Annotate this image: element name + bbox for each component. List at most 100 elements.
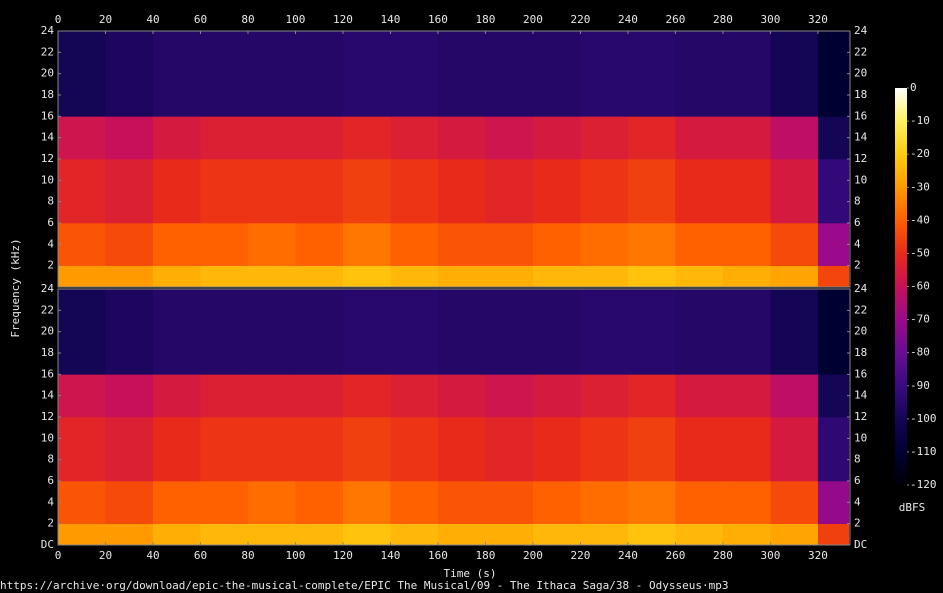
spectrogram-cell	[390, 223, 439, 266]
spectrogram-cell	[532, 417, 581, 482]
colorbar-tick-label: -20	[910, 147, 930, 160]
spectrogram-cell	[817, 159, 850, 224]
spectrogram-cell	[247, 31, 296, 117]
spectrogram-cell	[627, 31, 676, 117]
spectrogram-cell	[247, 481, 296, 524]
spectrogram-cell	[722, 116, 771, 160]
x-tick-label: 260	[666, 549, 686, 562]
spectrogram-cell	[817, 523, 850, 546]
spectrogram-cell	[58, 417, 106, 482]
spectrogram-cell	[532, 223, 581, 266]
spectrogram-cell	[58, 374, 106, 418]
spectrogram-cell	[627, 159, 676, 224]
spectrogram-cell	[532, 159, 581, 224]
spectrogram-cell	[295, 159, 344, 224]
spectrogram-cell	[105, 159, 154, 224]
spectrogram-cell	[580, 265, 629, 288]
spectrogram-cell	[152, 223, 201, 266]
y-tick-label: 2	[47, 517, 54, 530]
spectrogram-cell	[817, 116, 850, 160]
colorbar-tick-label: -70	[910, 313, 930, 326]
spectrogram-cell	[722, 31, 771, 117]
spectrogram-cell	[580, 417, 629, 482]
spectrogram-cell	[485, 31, 534, 117]
spectrogram-cell	[200, 374, 249, 418]
spectrogram-cell	[295, 374, 344, 418]
spectrogram-cell	[532, 374, 581, 418]
spectrogram-cell	[817, 417, 850, 482]
y-tick-label: 4	[47, 237, 54, 250]
spectrogram-cell	[390, 265, 439, 288]
spectrogram-cell	[675, 265, 724, 288]
spectrogram-cell	[105, 417, 154, 482]
spectrogram-cell	[200, 481, 249, 524]
x-tick-label: 0	[55, 549, 62, 562]
spectrogram-cell	[58, 265, 106, 288]
spectrogram-cell	[342, 374, 391, 418]
spectrogram-cell	[247, 417, 296, 482]
y-tick-label: 8	[854, 453, 861, 466]
spectrogram-cell	[675, 417, 724, 482]
spectrogram-cell	[58, 31, 106, 117]
spectrogram-cell	[200, 417, 249, 482]
y-tick-label: 22	[41, 303, 54, 316]
spectrogram-cell	[675, 159, 724, 224]
spectrogram-cell	[437, 481, 486, 524]
y-tick-label: 18	[854, 88, 867, 101]
spectrogram-cell	[390, 481, 439, 524]
spectrogram-cell	[390, 289, 439, 375]
y-tick-label: 20	[41, 67, 54, 80]
x-tick-label: 200	[523, 549, 543, 562]
x-tick-label: 200	[523, 13, 543, 26]
spectrogram-cell	[390, 523, 439, 546]
spectrogram-cell	[105, 265, 154, 288]
spectrogram-cell	[817, 374, 850, 418]
spectrogram-cell	[722, 481, 771, 524]
spectrogram-cell	[485, 374, 534, 418]
spectrogram-cell	[485, 159, 534, 224]
spectrogram-cell	[58, 523, 106, 546]
spectrogram-cell	[200, 223, 249, 266]
x-tick-label: 120	[333, 549, 353, 562]
y-tick-label: 12	[41, 152, 54, 165]
x-tick-label: 300	[761, 549, 781, 562]
spectrogram-cell	[580, 223, 629, 266]
x-tick-label: 320	[808, 13, 828, 26]
x-tick-label: 140	[381, 13, 401, 26]
spectrogram-cell	[437, 374, 486, 418]
x-tick-label: 40	[146, 13, 159, 26]
spectrogram-cell	[247, 265, 296, 288]
spectrogram-cell	[295, 523, 344, 546]
y-axis-label: Frequency (kHz)	[9, 238, 22, 337]
x-tick-label: 60	[194, 13, 207, 26]
y-tick-label: 14	[41, 131, 55, 144]
y-tick-label: 8	[854, 195, 861, 208]
y-tick-label: DC	[41, 538, 54, 551]
spectrogram-cell	[105, 31, 154, 117]
spectrogram-cell	[295, 223, 344, 266]
x-tick-label: 180	[476, 13, 496, 26]
spectrogram-cell	[342, 31, 391, 117]
spectrogram-cell	[485, 523, 534, 546]
spectrogram-cell	[342, 289, 391, 375]
colorbar-tick-label: -100	[910, 412, 937, 425]
spectrogram-cell	[770, 481, 819, 524]
spectrogram-cell	[627, 289, 676, 375]
y-tick-label: 24	[854, 282, 868, 295]
spectrogram-cell	[722, 417, 771, 482]
spectrogram-cell	[105, 223, 154, 266]
spectrogram-cell	[437, 31, 486, 117]
spectrogram-cell	[247, 223, 296, 266]
spectrogram-cell	[152, 289, 201, 375]
spectrogram-cell	[580, 481, 629, 524]
spectrogram-cell	[105, 481, 154, 524]
spectrogram-cell	[247, 289, 296, 375]
spectrogram-cell	[722, 223, 771, 266]
spectrogram-cell	[200, 159, 249, 224]
x-tick-label: 100	[286, 549, 306, 562]
colorbar-tick-label: -30	[910, 180, 930, 193]
y-tick-label: 16	[854, 109, 867, 122]
y-tick-label: 10	[41, 173, 54, 186]
y-tick-label: 10	[41, 431, 54, 444]
